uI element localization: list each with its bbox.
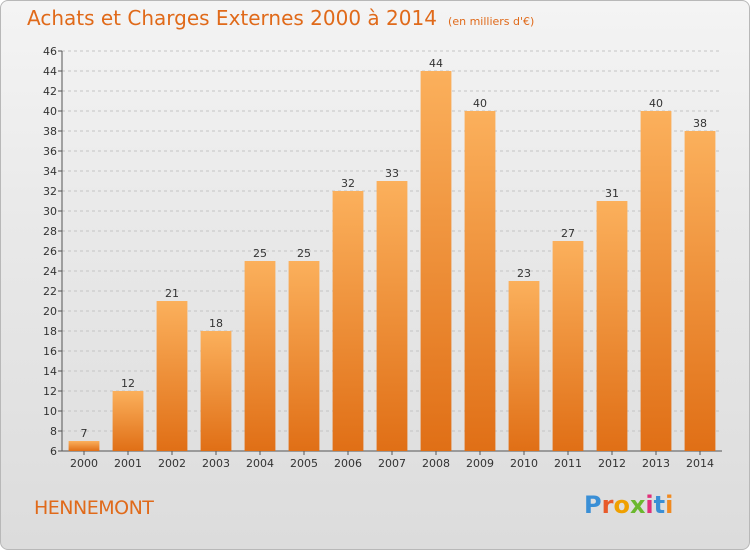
y-tick-label: 32 xyxy=(43,185,57,198)
chart-unit-text: (en milliers d'€) xyxy=(448,15,535,28)
y-tick-label: 30 xyxy=(43,205,57,218)
bar xyxy=(640,111,672,451)
data-label: 44 xyxy=(429,57,443,70)
logo-letter: x xyxy=(629,491,646,519)
y-tick-label: 34 xyxy=(43,165,57,178)
bar xyxy=(596,201,628,451)
data-label: 23 xyxy=(517,267,531,280)
data-label: 7 xyxy=(81,427,88,440)
bar xyxy=(508,281,540,451)
data-label: 38 xyxy=(693,117,707,130)
x-tick-label: 2008 xyxy=(422,457,450,470)
data-label: 21 xyxy=(165,287,179,300)
bar xyxy=(552,241,584,451)
x-tick-label: 2006 xyxy=(334,457,362,470)
x-tick-label: 2012 xyxy=(598,457,626,470)
bar xyxy=(420,71,452,451)
y-tick-label: 8 xyxy=(50,425,57,438)
x-tick-label: 2000 xyxy=(70,457,98,470)
bar xyxy=(288,261,320,451)
y-tick-label: 40 xyxy=(43,105,57,118)
data-label: 18 xyxy=(209,317,223,330)
x-tick-label: 2014 xyxy=(686,457,714,470)
x-tick-label: 2007 xyxy=(378,457,406,470)
logo-letter: t xyxy=(653,491,666,519)
bar xyxy=(332,191,364,451)
bar xyxy=(200,331,232,451)
x-tick-label: 2004 xyxy=(246,457,274,470)
proxiti-logo: Proxiti xyxy=(584,491,673,519)
data-label: 25 xyxy=(253,247,267,260)
y-tick-label: 18 xyxy=(43,325,57,338)
x-tick-label: 2010 xyxy=(510,457,538,470)
y-tick-label: 6 xyxy=(50,445,57,458)
logo-letter: r xyxy=(601,491,614,519)
y-tick-label: 20 xyxy=(43,305,57,318)
bar xyxy=(68,441,100,451)
chart-title: Achats et Charges Externes 2000 à 2014 (… xyxy=(27,6,534,30)
y-tick-label: 12 xyxy=(43,385,57,398)
x-tick-label: 2003 xyxy=(202,457,230,470)
y-tick-label: 46 xyxy=(43,45,57,58)
y-tick-label: 42 xyxy=(43,85,57,98)
x-tick-label: 2002 xyxy=(158,457,186,470)
bar xyxy=(684,131,716,451)
y-tick-label: 26 xyxy=(43,245,57,258)
data-label: 27 xyxy=(561,227,575,240)
bar xyxy=(112,391,144,451)
data-label: 40 xyxy=(473,97,487,110)
data-label: 25 xyxy=(297,247,311,260)
x-tick-label: 2013 xyxy=(642,457,670,470)
y-tick-label: 38 xyxy=(43,125,57,138)
y-tick-label: 28 xyxy=(43,225,57,238)
bar xyxy=(156,301,188,451)
commune-name: HENNEMONT xyxy=(34,497,154,519)
y-tick-label: 22 xyxy=(43,285,57,298)
data-label: 32 xyxy=(341,177,355,190)
logo-letter: P xyxy=(584,491,602,519)
x-tick-label: 2011 xyxy=(554,457,582,470)
bar xyxy=(376,181,408,451)
y-tick-label: 16 xyxy=(43,345,57,358)
logo-letter: o xyxy=(613,491,630,519)
data-label: 33 xyxy=(385,167,399,180)
y-tick-label: 10 xyxy=(43,405,57,418)
y-tick-label: 36 xyxy=(43,145,57,158)
y-tick-label: 44 xyxy=(43,65,57,78)
x-tick-label: 2009 xyxy=(466,457,494,470)
x-tick-label: 2001 xyxy=(114,457,142,470)
data-label: 12 xyxy=(121,377,135,390)
data-label: 40 xyxy=(649,97,663,110)
y-tick-label: 24 xyxy=(43,265,57,278)
logo-letter: i xyxy=(665,491,674,519)
bar xyxy=(244,261,276,451)
data-label: 31 xyxy=(605,187,619,200)
y-tick-label: 14 xyxy=(43,365,57,378)
bar xyxy=(464,111,496,451)
x-tick-label: 2005 xyxy=(290,457,318,470)
chart-title-text: Achats et Charges Externes 2000 à 2014 xyxy=(27,6,437,30)
logo-letter: i xyxy=(645,491,654,519)
